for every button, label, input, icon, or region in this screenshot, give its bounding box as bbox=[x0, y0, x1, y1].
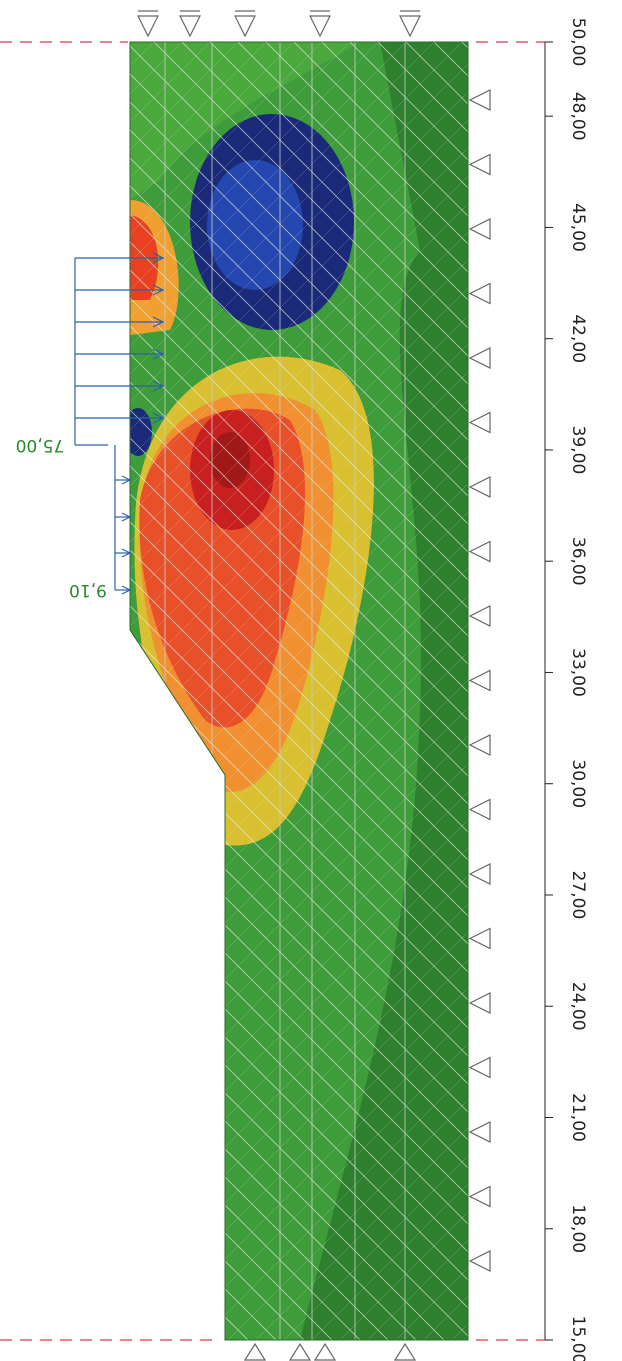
tick-label: 50,00 bbox=[568, 18, 588, 67]
support bbox=[470, 155, 490, 175]
support bbox=[470, 929, 490, 949]
tick-label: 27,00 bbox=[568, 871, 588, 920]
load-label: 75,00 bbox=[16, 435, 65, 455]
tick-label: 33,00 bbox=[568, 648, 588, 697]
tick-label: 24,00 bbox=[568, 982, 588, 1031]
support bbox=[470, 735, 490, 755]
support bbox=[290, 1344, 310, 1360]
tick-label: 48,00 bbox=[568, 92, 588, 141]
tick-label: 15,00 bbox=[568, 1316, 588, 1361]
support bbox=[245, 1344, 265, 1360]
tick-label: 36,00 bbox=[568, 537, 588, 586]
support bbox=[470, 1122, 490, 1142]
support bbox=[470, 1251, 490, 1271]
tick-label: 18,00 bbox=[568, 1204, 588, 1253]
support bbox=[470, 864, 490, 884]
contour-field bbox=[100, 30, 500, 1350]
tick-label: 42,00 bbox=[568, 314, 588, 363]
support bbox=[470, 477, 490, 497]
support bbox=[470, 671, 490, 691]
tick-label: 39,00 bbox=[568, 426, 588, 475]
tick-label: 45,00 bbox=[568, 203, 588, 252]
support bbox=[470, 1058, 490, 1078]
support bbox=[470, 284, 490, 304]
support bbox=[470, 800, 490, 820]
support bbox=[395, 1344, 415, 1360]
support bbox=[315, 1344, 335, 1360]
support bbox=[138, 16, 158, 36]
support bbox=[470, 219, 490, 239]
support bbox=[470, 90, 490, 110]
support bbox=[180, 16, 200, 36]
support bbox=[400, 16, 420, 36]
support bbox=[470, 348, 490, 368]
fem-plot: 75,00 9,10 50,00 48,00 45,00 42,00 39,00 36,0… bbox=[0, 0, 622, 1361]
support bbox=[470, 542, 490, 562]
support bbox=[310, 16, 330, 36]
load-label: 9,10 bbox=[69, 580, 107, 600]
tick-label: 21,00 bbox=[568, 1093, 588, 1142]
support bbox=[470, 993, 490, 1013]
support bbox=[470, 1187, 490, 1207]
tick-label: 30,00 bbox=[568, 759, 588, 808]
support bbox=[470, 413, 490, 433]
support bbox=[235, 16, 255, 36]
support bbox=[470, 606, 490, 626]
